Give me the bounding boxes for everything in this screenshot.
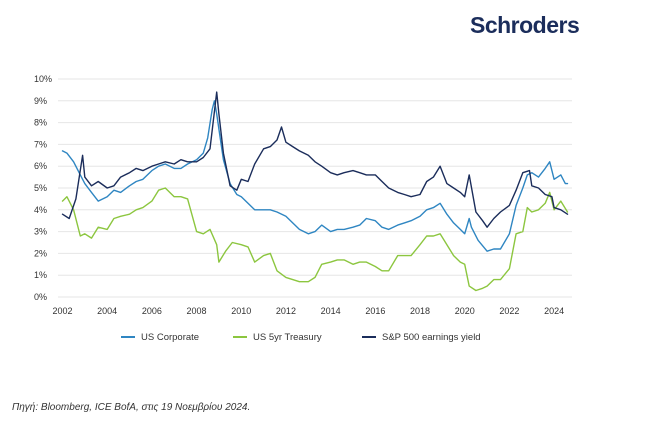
x-tick-label: 2008 <box>187 306 207 316</box>
schroders-logo: Schroders <box>470 12 580 38</box>
x-axis-tick-labels: 2002 2004 2006 2008 2010 2012 2014 2016 2018 2020… <box>52 306 564 316</box>
x-tick-label: 2004 <box>97 306 117 316</box>
y-tick-label: 10% <box>34 74 52 84</box>
y-tick-label: 7% <box>34 139 47 149</box>
y-tick-label: 5% <box>34 183 47 193</box>
y-tick-label: 9% <box>34 96 47 106</box>
y-tick-label: 0% <box>34 292 47 302</box>
x-tick-label: 2018 <box>410 306 430 316</box>
x-tick-label: 2012 <box>276 306 296 316</box>
series-line-s-p-500-earnings-yield <box>61 91 569 228</box>
series-line-us-corporate <box>61 100 569 252</box>
x-tick-label: 2024 <box>544 306 564 316</box>
legend-label: US 5yr Treasury <box>253 332 322 343</box>
y-tick-label: 6% <box>34 161 47 171</box>
legend-label: US Corporate <box>141 332 199 343</box>
x-tick-label: 2022 <box>499 306 519 316</box>
legend-label: S&P 500 earnings yield <box>382 332 481 343</box>
y-tick-label: 2% <box>34 248 47 258</box>
chart-series <box>61 91 569 292</box>
y-tick-label: 3% <box>34 227 47 237</box>
y-tick-label: 8% <box>34 118 47 128</box>
y-axis-tick-labels: 0% 1% 2% 3% 4% 5% 6% 7% 8% 9% 10% <box>34 74 52 302</box>
series-line-us-5yr-treasury <box>61 187 569 292</box>
chart-legend: US Corporate US 5yr Treasury S&P 500 earni… <box>121 332 481 343</box>
y-tick-label: 4% <box>34 205 47 215</box>
x-tick-label: 2002 <box>52 306 72 316</box>
x-tick-label: 2020 <box>455 306 475 316</box>
x-tick-label: 2006 <box>142 306 162 316</box>
source-note: Πηγή: Bloomberg, ICE BofA, στις 19 Νοεμβ… <box>12 402 251 413</box>
chart-gridlines <box>58 78 572 298</box>
x-tick-label: 2016 <box>365 306 385 316</box>
y-tick-label: 1% <box>34 270 47 280</box>
x-tick-label: 2010 <box>231 306 251 316</box>
x-tick-label: 2014 <box>321 306 341 316</box>
